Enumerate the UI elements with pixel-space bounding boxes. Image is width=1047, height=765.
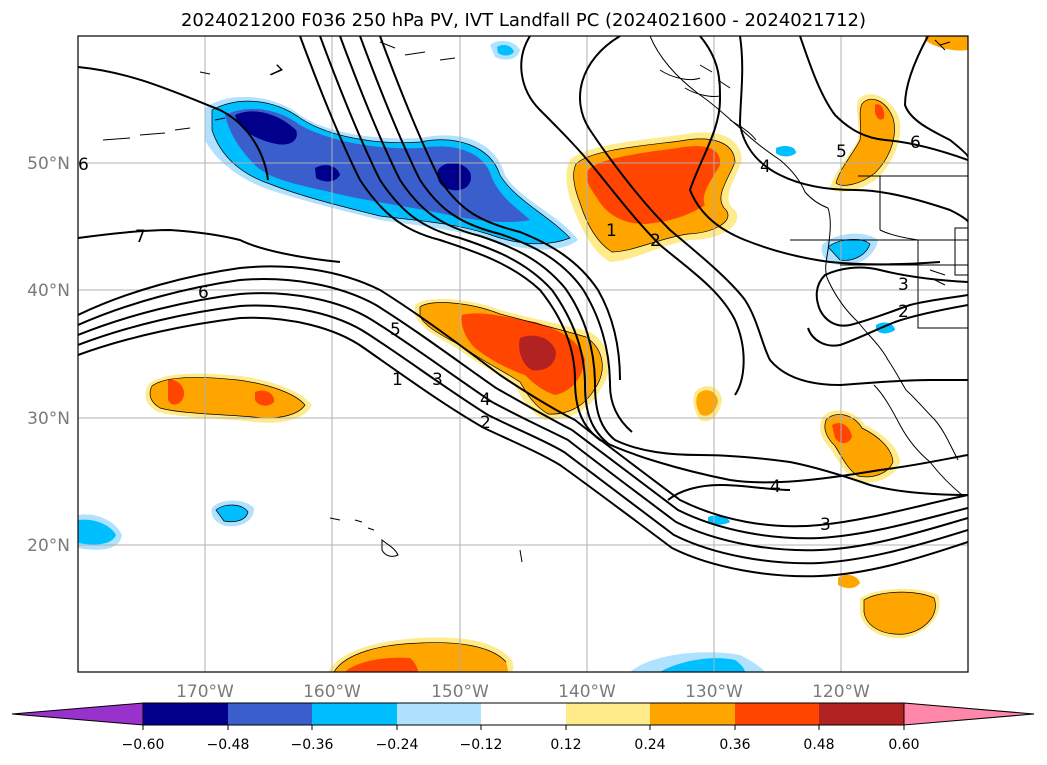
colorbar-frame <box>142 702 905 726</box>
contour-label: 5 <box>836 142 847 162</box>
colorbar-tick-label: −0.24 <box>376 737 419 753</box>
colorbar-tick-label: −0.36 <box>291 737 334 753</box>
colorbar-segment <box>650 703 735 725</box>
colorbar-segment <box>312 703 397 725</box>
contour-label: 2 <box>480 413 491 433</box>
colorbar-ticks <box>142 725 905 730</box>
colorbar-extend-high <box>903 702 1035 726</box>
colorbar-segment <box>397 703 481 725</box>
contour-label: 3 <box>432 370 443 390</box>
contour-label: 4 <box>760 157 771 177</box>
colorbar-segment <box>143 703 228 725</box>
colorbar-tick-label: −0.60 <box>122 737 165 753</box>
colorbar-segment <box>481 703 566 725</box>
contour-label: 2 <box>650 231 661 251</box>
contour-label: 5 <box>390 320 401 340</box>
contour-label: 6 <box>910 133 921 153</box>
contour-label: 4 <box>480 390 491 410</box>
lon-label: 120°W <box>812 682 870 702</box>
latitude-labels: 50°N 40°N 30°N 20°N <box>27 154 70 556</box>
colorbar-tick-label: 0.12 <box>550 737 581 753</box>
lon-label: 160°W <box>303 682 361 702</box>
longitude-labels: 170°W 160°W 150°W 140°W 130°W 120°W <box>176 682 870 702</box>
lon-label: 150°W <box>431 682 489 702</box>
colorbar-tick-label: 0.48 <box>803 737 834 753</box>
lon-label: 170°W <box>176 682 234 702</box>
pv-contours <box>78 36 968 578</box>
lat-label: 40°N <box>27 281 70 301</box>
colorbar-tick-label: 0.24 <box>634 737 665 753</box>
colorbar-extend-low <box>11 702 144 726</box>
lon-label: 140°W <box>558 682 616 702</box>
contour-label: 3 <box>898 275 909 295</box>
contour-label: 4 <box>770 477 781 497</box>
colorbar-segment <box>819 703 904 725</box>
colorbar-segment <box>228 703 312 725</box>
contour-label: 6 <box>78 155 89 175</box>
contour-label: 3 <box>820 515 831 535</box>
lat-label: 50°N <box>27 154 70 174</box>
map-frame <box>77 35 969 673</box>
contour-label: 7 <box>135 227 146 247</box>
lat-label: 20°N <box>27 536 70 556</box>
colorbar-tick-label: 0.60 <box>888 737 919 753</box>
colorbar-tick-label: 0.36 <box>719 737 750 753</box>
lat-label: 30°N <box>27 409 70 429</box>
lon-label: 130°W <box>685 682 743 702</box>
pv-anomaly-fills <box>78 36 968 672</box>
colorbar-tick-label: −0.48 <box>207 737 250 753</box>
contour-label: 2 <box>898 302 909 322</box>
contour-label: 1 <box>392 370 403 390</box>
anomaly-outlines <box>149 98 936 672</box>
colorbar: −0.60 −0.48 −0.36 −0.24 −0.12 0.12 0.24 … <box>11 702 1035 753</box>
map-title: 2024021200 F036 250 hPa PV, IVT Landfall… <box>180 10 867 31</box>
contour-label: 1 <box>606 221 617 241</box>
contour-label: 6 <box>198 283 209 303</box>
colorbar-segment <box>566 703 650 725</box>
colorbar-segment <box>735 703 819 725</box>
colorbar-tick-label: −0.12 <box>460 737 503 753</box>
map-plot-area: 7 7 6 5 4 3 2 1 1 2 3 4 6 5 4 3 2 6 <box>78 36 968 672</box>
